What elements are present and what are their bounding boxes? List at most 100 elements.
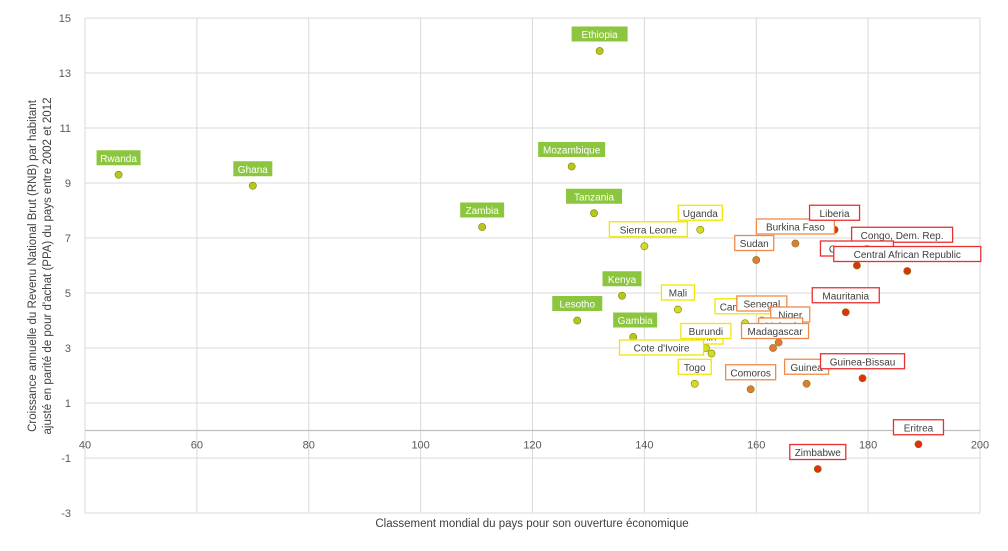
label-text: Sierra Leone — [620, 225, 678, 236]
label-text: Guinea-Bissau — [830, 357, 896, 368]
label-box — [677, 204, 723, 221]
label-box — [96, 150, 141, 166]
label-text: Lesotho — [559, 300, 595, 311]
point-zambia — [478, 223, 487, 231]
label-text: Liberia — [820, 209, 850, 220]
data-labels: Rwanda Ghana Ethiopia Mozambique Zambia Tanza… — [96, 26, 982, 461]
label-mozambique: Mozambique — [538, 142, 606, 157]
label-box — [602, 271, 642, 287]
y-tick-label: 1 — [65, 398, 71, 410]
label-kenya: Kenya — [602, 271, 642, 287]
label-text: Cote d'Ivoire — [634, 344, 690, 355]
label-text: Senegal — [743, 300, 780, 311]
label-text: Sudan — [740, 239, 769, 250]
label-togo: Togo — [677, 358, 712, 375]
label-eritrea: Eritrea — [892, 419, 945, 436]
label-text: Congo, Dem. Rep. — [861, 231, 944, 242]
point-mozambique — [567, 162, 576, 171]
x-tick-label: 40 — [79, 440, 91, 452]
label-text: Mauritania — [822, 291, 869, 302]
label-box — [566, 188, 623, 204]
y-tick-label: 13 — [59, 68, 71, 80]
point-mauritania — [841, 308, 850, 317]
point-ghana — [248, 181, 257, 190]
label-uganda: Uganda — [677, 204, 723, 221]
label-text: Rwanda — [100, 154, 137, 165]
point-tanzania — [590, 209, 598, 218]
label-box — [734, 234, 775, 252]
x-tick-label: 80 — [303, 440, 315, 452]
label-box — [892, 419, 945, 436]
label-box — [833, 245, 982, 263]
label-text: Central African Republic — [854, 250, 961, 261]
label-central-african-republic: Central African Republic — [833, 245, 982, 263]
point-guinea-bissau — [858, 374, 867, 383]
label-text: Burundi — [689, 327, 723, 338]
point-zimbabwe — [813, 465, 822, 473]
y-tick-label: 7 — [65, 233, 71, 245]
label-box — [677, 358, 712, 375]
label-text: Zambia — [465, 206, 499, 217]
point-mali — [674, 305, 682, 314]
point-central-african-republic — [903, 267, 912, 275]
label-box — [680, 322, 732, 340]
label-box — [725, 364, 777, 381]
label-box — [811, 287, 880, 304]
label-text: Kenya — [608, 275, 637, 286]
point-lesotho — [573, 316, 582, 325]
label-text: Madagascar — [748, 327, 804, 338]
label-ethiopia: Ethiopia — [571, 26, 628, 42]
point-uganda — [696, 225, 705, 234]
label-tanzania: Tanzania — [566, 188, 623, 204]
label-box — [789, 443, 847, 461]
point-malawi — [774, 338, 783, 347]
y-tick-label: 3 — [65, 343, 71, 355]
label-text: Tanzania — [574, 192, 614, 203]
label-mauritania: Mauritania — [811, 287, 880, 304]
label-lesotho: Lesotho — [552, 296, 603, 311]
label-box — [618, 339, 705, 356]
label-text: Uganda — [683, 209, 718, 220]
x-axis-title: Classement mondial du pays pour son ouve… — [375, 518, 688, 530]
label-box — [552, 296, 603, 311]
point-comoros — [746, 385, 755, 394]
label-text: Ghana — [238, 165, 268, 176]
label-box — [608, 221, 689, 238]
point-kenya — [618, 291, 626, 300]
label-box — [460, 202, 505, 218]
label-text: Comoros — [730, 368, 771, 379]
point-benin — [707, 349, 716, 358]
label-box — [660, 284, 696, 301]
y-tick-label: -3 — [61, 508, 71, 520]
label-zimbabwe: Zimbabwe — [789, 443, 847, 461]
label-box — [755, 218, 836, 235]
label-liberia: Liberia — [808, 204, 861, 221]
y-tick-label: 5 — [65, 288, 71, 300]
point-eritrea — [914, 440, 923, 449]
x-tick-label: 60 — [191, 440, 203, 452]
label-text: Mali — [669, 289, 687, 300]
point-congo-rep — [853, 261, 861, 270]
y-axis-title-line-1: Croissance annuelle du Revenu National B… — [27, 99, 39, 432]
label-box — [233, 161, 273, 177]
label-congo-dem-rep: Congo, Dem. Rep. — [850, 226, 954, 243]
label-text: Togo — [684, 363, 706, 374]
label-text: Ethiopia — [582, 30, 619, 41]
point-sierra-leone — [640, 242, 649, 251]
x-tick-label: 100 — [411, 440, 429, 452]
label-box — [538, 142, 606, 157]
label-burkina-faso: Burkina Faso — [755, 218, 836, 235]
x-tick-labels: 40 60 80 100 120 140 160 180 200 — [79, 440, 989, 452]
label-madagascar: Madagascar — [740, 322, 810, 340]
label-box — [850, 226, 954, 243]
label-burundi: Burundi — [680, 322, 732, 340]
x-tick-label: 200 — [971, 440, 989, 452]
point-rwanda — [114, 170, 123, 179]
point-madagascar — [769, 344, 777, 352]
point-guinea — [802, 379, 811, 388]
label-text: Burkina Faso — [766, 223, 825, 234]
label-text: Eritrea — [904, 423, 934, 434]
point-sudan — [752, 256, 761, 264]
